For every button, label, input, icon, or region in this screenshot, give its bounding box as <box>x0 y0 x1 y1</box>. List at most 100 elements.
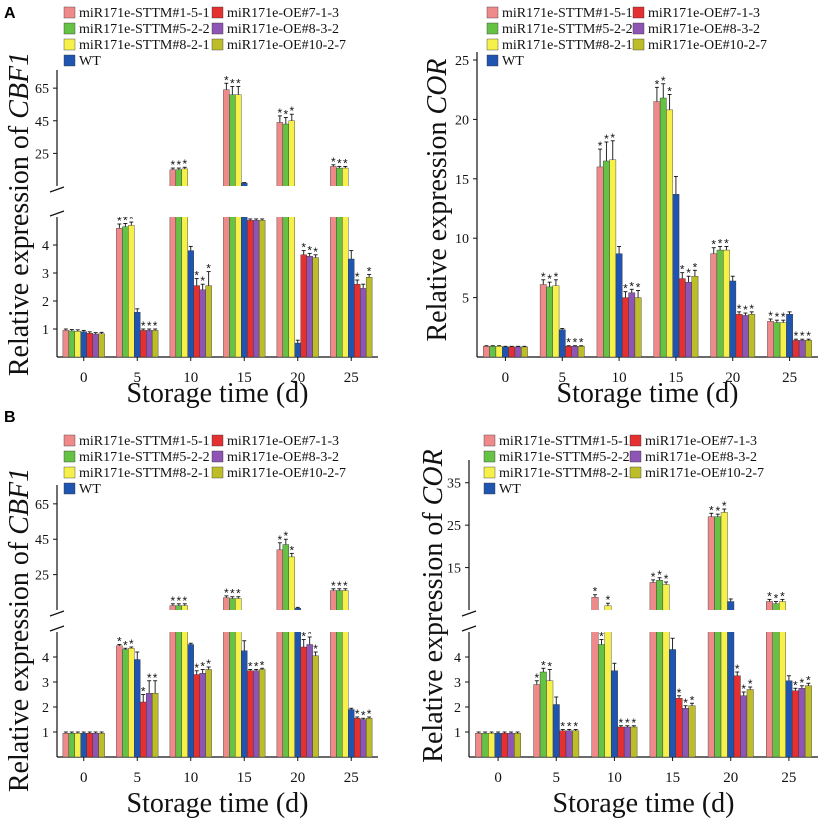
bar <box>86 333 93 358</box>
bar <box>740 695 748 758</box>
axis-break-slash <box>49 625 65 632</box>
significance-asterisk: * <box>632 716 637 730</box>
x-tick-label: 5 <box>134 770 142 786</box>
significance-asterisk: * <box>182 157 187 171</box>
bar <box>488 733 496 758</box>
significance-asterisk: * <box>337 579 342 593</box>
bar <box>552 704 560 758</box>
y-axis-label-gene: COR <box>418 449 449 505</box>
bar <box>98 333 105 358</box>
legend-swatch <box>211 6 224 19</box>
significance-asterisk: * <box>593 585 598 599</box>
significance-asterisk: * <box>711 238 716 252</box>
bar <box>359 288 367 358</box>
significance-asterisk: * <box>230 587 235 601</box>
significance-asterisk: * <box>224 73 229 87</box>
significance-asterisk: * <box>301 630 306 644</box>
legend-swatch <box>486 6 499 19</box>
bar <box>359 719 367 758</box>
significance-asterisk: * <box>775 310 780 324</box>
bar <box>489 346 497 358</box>
bar <box>786 314 793 358</box>
significance-asterisk: * <box>289 543 294 557</box>
legend-swatch <box>211 466 224 479</box>
bar <box>475 733 483 758</box>
x-tick-label: 15 <box>237 770 252 786</box>
y-tick-label: 2 <box>454 701 461 716</box>
bar <box>723 249 730 358</box>
bar <box>145 330 153 358</box>
y-tick-label: 65 <box>35 82 49 97</box>
bar <box>630 726 638 758</box>
significance-asterisk: * <box>254 660 259 674</box>
legend-label: miR171e-STTM#8-2-1 <box>502 38 633 53</box>
significance-asterisk: * <box>141 319 146 333</box>
significance-asterisk: * <box>129 212 134 226</box>
bar <box>653 101 661 358</box>
x-tick-label: 15 <box>668 370 683 386</box>
bar <box>598 644 605 758</box>
significance-asterisk: * <box>176 594 181 608</box>
legend-label: miR171e-OE#7-1-3 <box>227 6 339 21</box>
significance-asterisk: * <box>768 309 773 323</box>
axis-break-slash <box>49 186 65 193</box>
bar <box>229 94 236 358</box>
significance-asterisk: * <box>355 270 360 284</box>
bar <box>312 655 319 758</box>
y-tick-label: 4 <box>42 239 49 254</box>
bar <box>495 346 503 358</box>
x-tick-label: 20 <box>723 770 738 786</box>
bar <box>714 516 722 758</box>
legend-swatch <box>211 450 224 463</box>
bar <box>300 254 307 358</box>
legend-swatch <box>632 22 645 35</box>
significance-asterisk: * <box>599 630 604 644</box>
bar <box>501 733 509 758</box>
significance-asterisk: * <box>230 77 235 91</box>
legend-swatch <box>486 54 499 67</box>
legend-swatch <box>632 6 645 19</box>
legend-label: miR171e-STTM#5-2-2 <box>502 22 633 37</box>
significance-asterisk: * <box>748 677 753 691</box>
significance-asterisk: * <box>567 720 572 734</box>
significance-asterisk: * <box>767 589 772 603</box>
significance-asterisk: * <box>171 158 176 172</box>
significance-asterisk: * <box>604 132 609 146</box>
bar <box>514 346 522 358</box>
significance-asterisk: * <box>278 533 283 547</box>
y-tick-label: 20 <box>455 113 469 128</box>
bar <box>140 701 147 758</box>
x-tick-label: 10 <box>612 370 627 386</box>
bar <box>521 346 528 358</box>
legend-swatch <box>63 434 76 447</box>
bar <box>610 670 618 758</box>
bar <box>241 650 248 758</box>
x-tick-label: 0 <box>80 770 88 786</box>
y-tick-label: 3 <box>42 676 49 691</box>
bar <box>282 123 290 358</box>
significance-asterisk: * <box>206 262 211 276</box>
legend-label: miR171e-OE#8-3-2 <box>645 450 757 465</box>
significance-asterisk: * <box>307 627 312 641</box>
x-axis-label: Storage time (d) <box>553 788 735 819</box>
legend-swatch <box>63 6 76 19</box>
significance-asterisk: * <box>579 336 584 350</box>
bar <box>282 544 290 758</box>
panel-label-b: B <box>4 409 16 426</box>
significance-asterisk: * <box>123 213 128 227</box>
legend-label: WT <box>79 54 101 69</box>
bar <box>258 220 266 358</box>
significance-asterisk: * <box>749 302 754 316</box>
axis-break-slash <box>461 625 477 632</box>
legend-label: WT <box>502 54 524 69</box>
significance-asterisk: * <box>541 658 546 672</box>
bar <box>514 733 521 758</box>
bar <box>508 346 516 358</box>
legend-swatch <box>632 38 645 51</box>
legend-label: miR171e-STTM#1-5-1 <box>79 6 210 21</box>
bar <box>546 286 553 358</box>
legend-label: miR171e-STTM#8-2-1 <box>79 38 210 53</box>
bar <box>707 516 715 758</box>
bar <box>98 733 105 758</box>
